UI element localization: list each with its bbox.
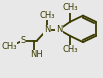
Text: S: S bbox=[20, 36, 26, 45]
Text: CH₃: CH₃ bbox=[62, 45, 78, 54]
Text: S: S bbox=[6, 42, 12, 51]
Text: NH: NH bbox=[31, 50, 43, 59]
Text: CH₃: CH₃ bbox=[39, 11, 55, 20]
Text: CH₃: CH₃ bbox=[62, 3, 78, 12]
Text: N: N bbox=[44, 25, 50, 34]
Text: N: N bbox=[56, 25, 62, 34]
Text: CH₃: CH₃ bbox=[1, 42, 17, 51]
